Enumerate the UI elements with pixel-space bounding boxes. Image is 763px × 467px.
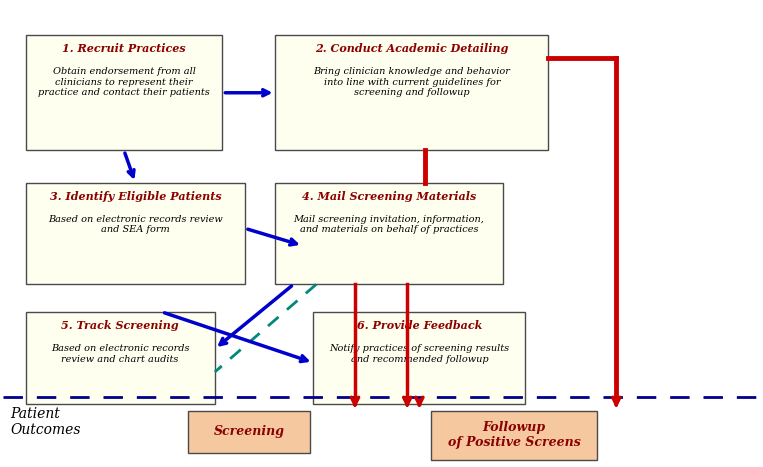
FancyBboxPatch shape — [314, 312, 526, 404]
FancyBboxPatch shape — [431, 411, 597, 460]
Text: 6. Provide Feedback: 6. Provide Feedback — [356, 320, 482, 331]
Text: Bring clinician knowledge and behavior
into line with current guidelines for
scr: Bring clinician knowledge and behavior i… — [314, 67, 510, 97]
FancyBboxPatch shape — [25, 312, 215, 404]
FancyBboxPatch shape — [25, 35, 223, 150]
Text: Based on electronic records review
and SEA form: Based on electronic records review and S… — [48, 215, 223, 234]
Text: Based on electronic records
review and chart audits: Based on electronic records review and c… — [51, 344, 189, 364]
FancyBboxPatch shape — [275, 183, 503, 284]
Text: 3. Identify Eligible Patients: 3. Identify Eligible Patients — [50, 191, 221, 202]
Text: Obtain endorsement from all
clinicians to represent their
practice and contact t: Obtain endorsement from all clinicians t… — [38, 67, 210, 97]
FancyBboxPatch shape — [25, 183, 245, 284]
Text: Patient
Outcomes: Patient Outcomes — [11, 407, 81, 437]
Text: Followup
of Positive Screens: Followup of Positive Screens — [448, 421, 581, 449]
Text: Mail screening invitation, information,
and materials on behalf of practices: Mail screening invitation, information, … — [294, 215, 485, 234]
Text: Notify practices of screening results
and recommended followup: Notify practices of screening results an… — [330, 344, 510, 364]
Text: 5. Track Screening: 5. Track Screening — [61, 320, 179, 331]
Text: Screening: Screening — [214, 425, 285, 439]
Text: 2. Conduct Academic Detailing: 2. Conduct Academic Detailing — [315, 43, 508, 54]
Text: 4. Mail Screening Materials: 4. Mail Screening Materials — [302, 191, 476, 202]
Text: 1. Recruit Practices: 1. Recruit Practices — [62, 43, 185, 54]
FancyBboxPatch shape — [188, 411, 310, 453]
FancyBboxPatch shape — [275, 35, 548, 150]
